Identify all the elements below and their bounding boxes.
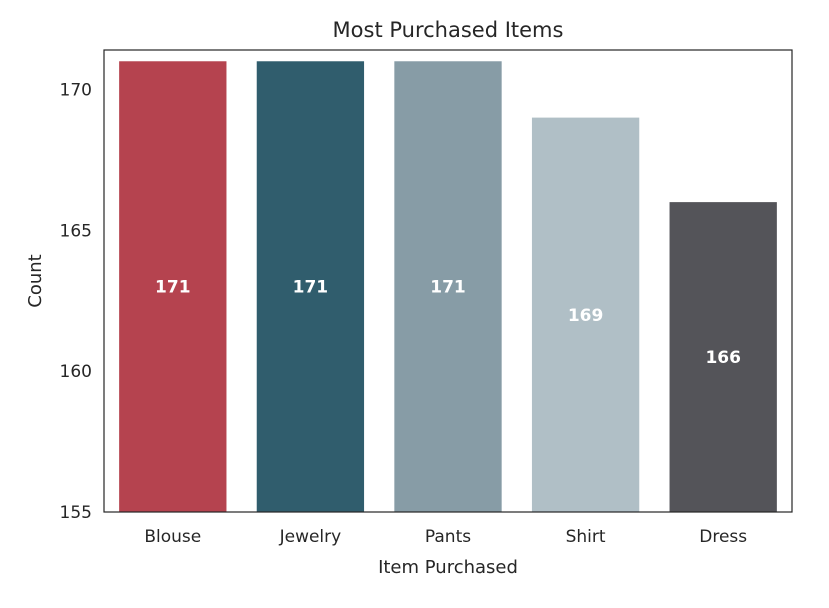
y-axis-ticks: 155 160 165 170 bbox=[60, 80, 92, 523]
bar-value-label: 169 bbox=[568, 306, 604, 326]
x-axis-title: Item Purchased bbox=[378, 557, 518, 578]
x-tick-label: Pants bbox=[425, 527, 471, 547]
bar-jewelry bbox=[256, 61, 365, 513]
bar-value-label: 171 bbox=[430, 278, 466, 298]
x-axis-ticks: Blouse Jewelry Pants Shirt Dress bbox=[144, 527, 747, 547]
y-axis-title: Count bbox=[25, 254, 46, 307]
x-tick-label: Blouse bbox=[144, 527, 201, 547]
y-tick-label: 170 bbox=[60, 80, 92, 100]
bar-blouse bbox=[119, 61, 227, 513]
y-tick-label: 165 bbox=[60, 221, 92, 241]
bar-value-label: 171 bbox=[293, 278, 329, 298]
y-tick-label: 155 bbox=[60, 503, 92, 523]
x-tick-label: Dress bbox=[699, 527, 747, 547]
plot-frame bbox=[103, 49, 793, 513]
bar-labels-group: 171 171 171 169 166 bbox=[155, 278, 741, 368]
chart-title: Most Purchased Items bbox=[333, 18, 564, 42]
x-tick-label: Shirt bbox=[566, 527, 606, 547]
bar-pants bbox=[394, 61, 502, 513]
x-tick-label: Jewelry bbox=[279, 527, 342, 547]
bars-group bbox=[119, 61, 777, 513]
y-tick-label: 160 bbox=[60, 362, 92, 382]
bar-value-label: 171 bbox=[155, 278, 191, 298]
bar-value-label: 166 bbox=[705, 348, 741, 368]
bar-dress bbox=[669, 202, 777, 512]
bar-shirt bbox=[531, 117, 640, 513]
